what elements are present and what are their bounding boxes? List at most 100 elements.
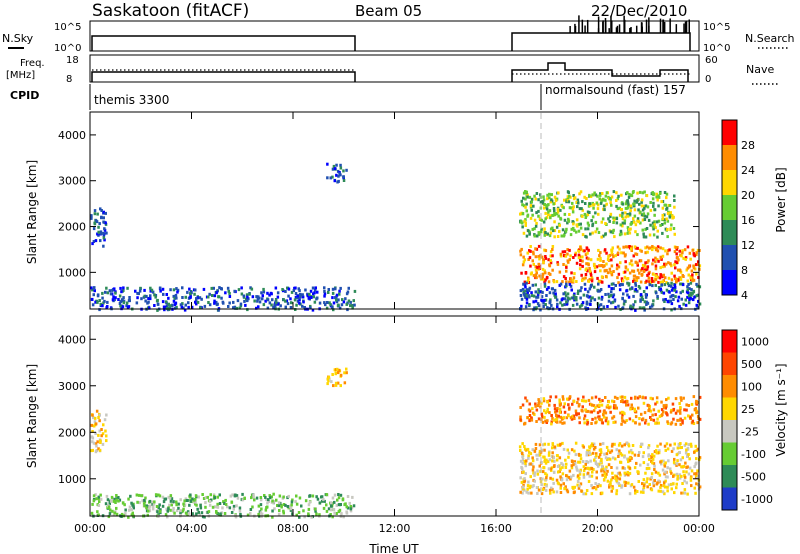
data-cell <box>172 299 176 303</box>
data-cell <box>540 218 543 222</box>
data-cell <box>575 200 578 204</box>
data-cell <box>680 465 683 469</box>
data-cell <box>611 456 615 460</box>
data-cell <box>323 289 326 293</box>
data-cell <box>687 294 691 297</box>
data-cell <box>555 454 559 458</box>
data-cell <box>579 468 582 472</box>
data-cell <box>663 191 667 194</box>
data-cell <box>329 176 332 180</box>
data-cell <box>554 295 557 299</box>
data-cell <box>103 238 106 242</box>
data-cell <box>670 288 674 292</box>
data-cell <box>147 297 150 301</box>
data-cell <box>543 442 547 446</box>
data-cell <box>655 400 659 404</box>
colorbar-tick-label: -500 <box>741 470 766 483</box>
data-cell <box>543 409 546 413</box>
data-cell <box>690 421 694 425</box>
data-cell <box>167 296 170 300</box>
data-cell <box>544 256 548 260</box>
data-cell <box>162 305 166 309</box>
data-cell <box>672 227 676 230</box>
data-cell <box>546 193 549 197</box>
data-cell <box>627 458 630 462</box>
data-cell <box>685 448 688 452</box>
data-cell <box>602 260 605 263</box>
data-cell <box>651 284 654 288</box>
data-cell <box>545 473 549 477</box>
data-cell <box>592 468 595 471</box>
data-cell <box>94 422 98 426</box>
data-cell <box>518 445 522 449</box>
data-cell <box>582 277 586 281</box>
data-cell <box>652 279 656 283</box>
data-cell <box>545 294 548 297</box>
data-cell <box>637 208 640 212</box>
data-cell <box>669 295 672 299</box>
data-cell <box>670 302 674 306</box>
data-cell <box>524 285 527 289</box>
data-cell <box>636 490 639 493</box>
data-cell <box>589 459 592 463</box>
data-cell <box>527 456 530 460</box>
data-cell <box>580 408 583 412</box>
data-cell <box>675 453 679 457</box>
data-cell <box>663 472 666 476</box>
data-cell <box>611 416 614 420</box>
data-cell <box>542 455 545 459</box>
data-cell <box>545 421 548 424</box>
data-cell <box>558 229 561 233</box>
data-cell <box>543 458 547 462</box>
data-cell <box>695 253 698 257</box>
data-cell <box>661 265 665 269</box>
data-cell <box>540 492 544 496</box>
data-cell <box>633 407 636 411</box>
data-cell <box>659 223 662 227</box>
data-cell <box>534 442 538 446</box>
data-cell <box>525 399 529 403</box>
data-cell <box>519 490 522 494</box>
data-cell <box>683 488 687 492</box>
data-cell <box>618 233 622 237</box>
data-cell <box>633 396 637 400</box>
data-cell <box>664 298 667 301</box>
data-cell <box>635 200 638 204</box>
data-cell <box>581 277 584 281</box>
data-cell <box>553 195 557 199</box>
colorbar-tick-label: 16 <box>741 214 755 227</box>
data-cell <box>594 211 597 215</box>
data-cell <box>195 298 198 302</box>
data-cell <box>581 208 584 212</box>
data-cell <box>95 409 99 413</box>
data-cell <box>551 417 554 420</box>
data-cell <box>615 199 618 202</box>
data-cell <box>551 477 555 481</box>
data-cell <box>605 251 608 255</box>
data-cell <box>542 305 545 308</box>
data-cell <box>264 508 268 512</box>
data-cell <box>596 203 600 207</box>
data-cell <box>548 300 552 304</box>
data-cell <box>213 496 217 500</box>
data-cell <box>544 411 548 415</box>
data-cell <box>162 500 166 504</box>
data-cell <box>566 397 569 401</box>
colorbar-swatch <box>722 220 737 245</box>
data-cell <box>556 302 559 306</box>
data-cell <box>276 302 279 306</box>
data-cell <box>520 304 523 308</box>
data-cell <box>615 204 618 208</box>
data-cell <box>644 295 648 299</box>
data-cell <box>588 287 592 291</box>
data-cell <box>104 429 107 433</box>
data-cell <box>332 164 336 168</box>
data-cell <box>588 269 592 273</box>
data-cell <box>290 503 293 507</box>
data-cell <box>325 509 329 513</box>
data-cell <box>628 450 631 454</box>
data-cell <box>665 196 668 200</box>
data-cell <box>334 371 337 375</box>
colorbar-tick-label: 1000 <box>741 335 769 348</box>
data-cell <box>596 404 599 408</box>
